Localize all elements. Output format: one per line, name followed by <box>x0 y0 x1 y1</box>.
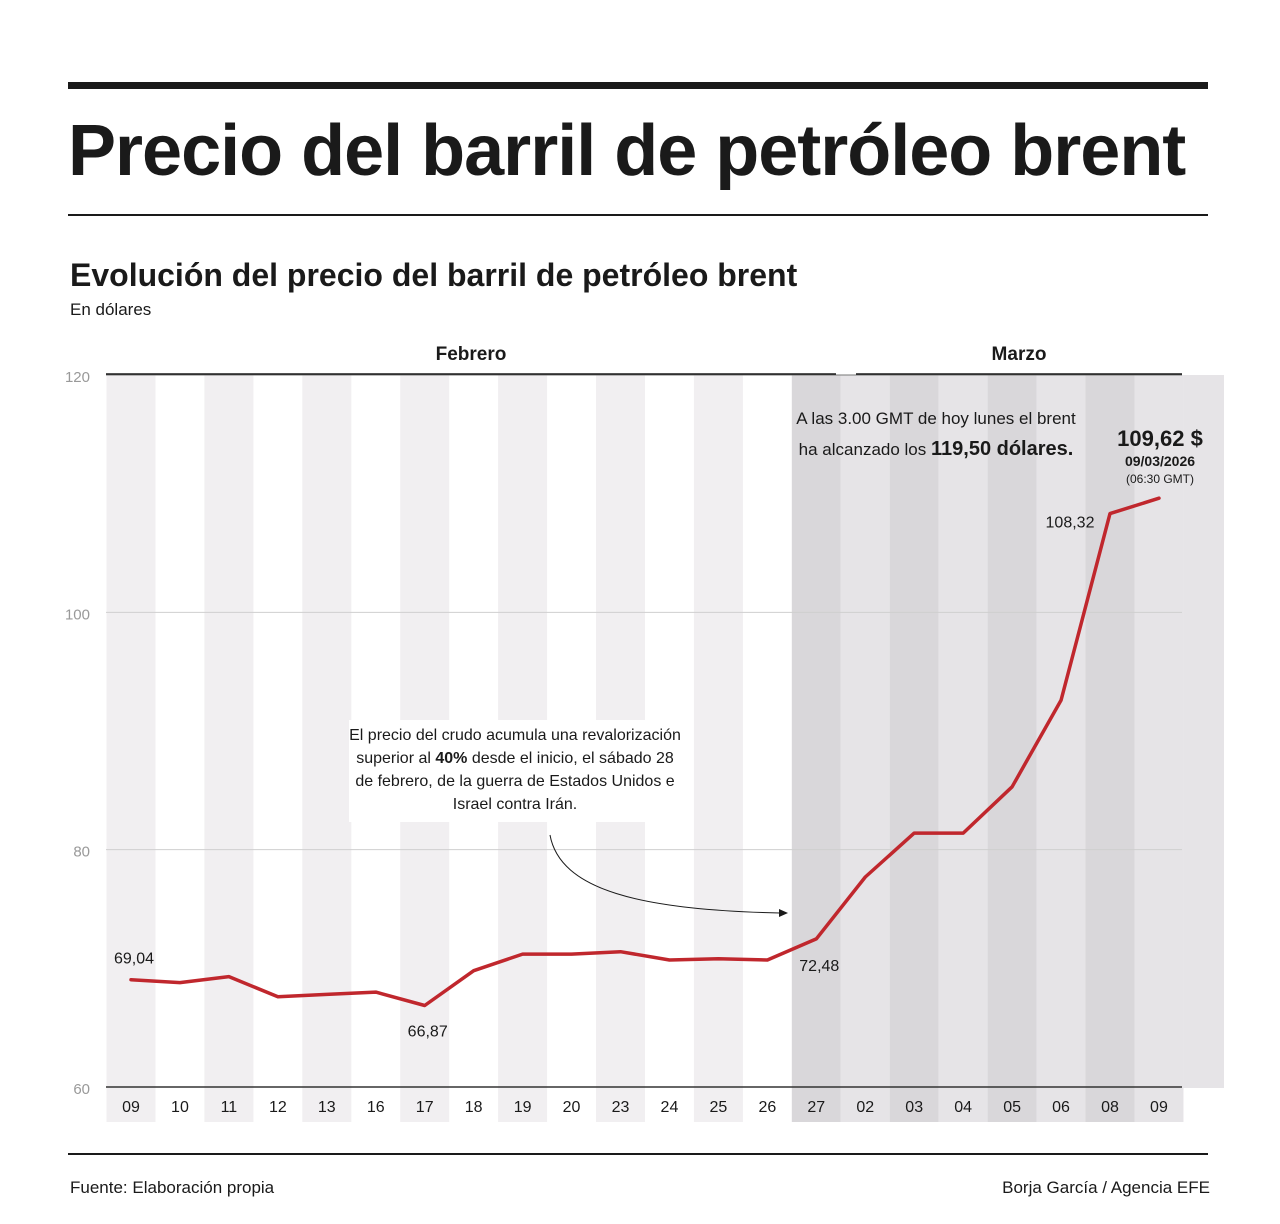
day-band <box>204 375 254 1122</box>
author-credit: Borja García / Agencia EFE <box>1002 1178 1210 1197</box>
data-label: 108,32 <box>1046 515 1095 532</box>
source-note: Fuente: Elaboración propia <box>70 1178 275 1197</box>
arrow-curve <box>549 834 781 914</box>
x-tick-label: 11 <box>221 1099 238 1116</box>
x-tick-label: 06 <box>1052 1099 1070 1116</box>
top-rule <box>68 82 1208 89</box>
x-tick-label: 20 <box>563 1099 581 1116</box>
day-band <box>938 375 988 1122</box>
x-tick-label: 03 <box>905 1099 923 1116</box>
y-tick-label: 100 <box>65 606 90 623</box>
arrow-head <box>779 909 788 917</box>
day-band <box>1036 375 1086 1122</box>
war-annotation: El precio del crudo acumula una revalori… <box>349 720 681 822</box>
day-band <box>1183 375 1224 1088</box>
series-line <box>129 496 1161 1008</box>
data-labels: 69,04 66,87 72,48 108,32 <box>114 515 1095 1041</box>
data-label: 66,87 <box>408 1023 448 1040</box>
day-band <box>889 375 939 1122</box>
x-tick-label: 26 <box>758 1099 776 1116</box>
x-tick-label: 09 <box>122 1099 140 1116</box>
x-tick-label: 13 <box>318 1099 336 1116</box>
title-rule <box>68 214 1208 216</box>
x-tick-label: 19 <box>514 1099 532 1116</box>
x-tick-label: 25 <box>710 1099 728 1116</box>
last-point-label: 109,62 $ 09/03/2026 (06:30 GMT) <box>1104 426 1216 488</box>
page-title: Precio del barril de petróleo brent <box>68 111 1186 191</box>
last-point-date: 09/03/2026 <box>1124 453 1196 469</box>
x-tick-label: 24 <box>661 1099 679 1116</box>
x-tick-label: 09 <box>1150 1099 1168 1116</box>
day-band <box>1085 375 1135 1122</box>
footer-rule <box>68 1153 1208 1155</box>
chart-subtitle: Evolución del precio del barril de petró… <box>70 257 798 293</box>
day-band <box>987 375 1037 1122</box>
x-tick-label: 23 <box>612 1099 630 1116</box>
series-group <box>129 496 1161 1008</box>
data-label: 69,04 <box>114 951 154 968</box>
x-tick-label: 10 <box>171 1099 189 1116</box>
gridlines <box>106 374 1182 1088</box>
last-point-time: (06:30 GMT) <box>1125 472 1194 486</box>
day-band <box>840 375 890 1122</box>
last-point-value: 109,62 $ <box>1117 426 1203 451</box>
data-label: 72,48 <box>799 958 839 975</box>
x-tick-label: 18 <box>465 1099 483 1116</box>
day-band <box>106 375 156 1122</box>
x-tick-label: 27 <box>807 1099 825 1116</box>
day-band <box>693 375 743 1122</box>
y-tick-label: 80 <box>73 844 90 861</box>
peak-annotation: A las 3.00 GMT de hoy lunes el brent ha … <box>796 409 1076 460</box>
x-tick-label: 05 <box>1003 1099 1021 1116</box>
x-tick-label: 17 <box>416 1099 434 1116</box>
day-band <box>302 375 352 1122</box>
x-tick-label: 08 <box>1101 1099 1119 1116</box>
month-label: Marzo <box>992 344 1047 365</box>
x-tick-label: 16 <box>367 1099 385 1116</box>
x-tick-label: 04 <box>954 1099 972 1116</box>
y-tick-label: 120 <box>65 369 90 386</box>
month-label: Febrero <box>436 344 507 365</box>
y-tick-label: 60 <box>73 1081 90 1098</box>
x-tick-label: 12 <box>269 1099 287 1116</box>
day-band <box>791 375 841 1122</box>
chart-unit-label: En dólares <box>70 300 152 319</box>
x-tick-label: 02 <box>856 1099 874 1116</box>
annotation-arrow <box>549 834 788 917</box>
month-headers: Febrero Marzo <box>106 344 1182 375</box>
x-axis-ticks: 09 10 11 12 13 16 17 18 19 20 23 24 25 26 27 02 03 04 05 06… <box>122 1099 1168 1116</box>
y-axis-ticks: 60 80 100 120 <box>65 369 90 1098</box>
